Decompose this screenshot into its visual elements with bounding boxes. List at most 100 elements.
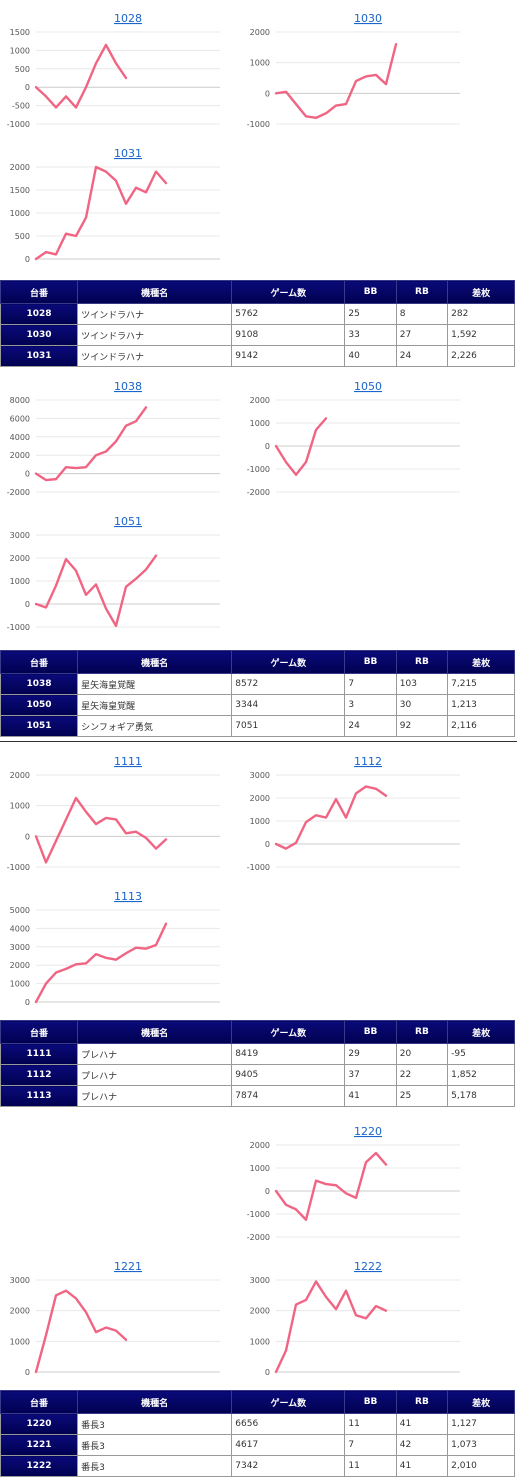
y-tick-label: 0 [265, 840, 270, 849]
chart-1111: 1111 -1000 0 1000 2000 [0, 753, 230, 873]
table-cell: プレハナ [77, 1064, 233, 1086]
series-line [274, 43, 398, 120]
chart-1112: 1112 -1000 0 1000 2000 3000 [240, 753, 470, 873]
y-tick-label: 2000 [250, 28, 270, 37]
table-cell: 24 [395, 345, 449, 367]
table-cell: 24 [344, 715, 397, 737]
column-header: BB [344, 1020, 397, 1044]
column-header: RB [395, 650, 449, 674]
table-cell: 11 [344, 1413, 397, 1435]
y-tick-label: 3000 [10, 943, 30, 952]
column-header: ゲーム数 [231, 280, 346, 304]
chart-title[interactable]: 1113 [114, 890, 142, 903]
table-cell: 1,127 [447, 1413, 515, 1435]
table-row: 1030 ツインドラハナ 9108 33 27 1,592 [0, 324, 515, 346]
table-cell: 7342 [231, 1455, 346, 1477]
y-tick-label: 1000 [10, 577, 30, 586]
y-tick-label: 1000 [10, 980, 30, 989]
series-line [274, 1280, 388, 1374]
chart-1221: 1221 0 1000 2000 3000 [0, 1258, 230, 1378]
table-header-row: 台番 機種名 ゲーム数 BB RB 差枚 [0, 1020, 515, 1044]
y-tick-label: 6000 [10, 414, 30, 423]
table-row: 1051 シンフォギア勇気 7051 24 92 2,116 [0, 715, 515, 737]
chart-title[interactable]: 1051 [114, 515, 142, 528]
chart-title[interactable]: 1038 [114, 380, 142, 393]
y-tick-label: -1000 [7, 120, 30, 129]
chart-title[interactable]: 1030 [354, 12, 382, 25]
table-cell: 22 [395, 1064, 449, 1086]
table-cell: 1,592 [447, 324, 515, 346]
series-line [34, 165, 168, 261]
y-tick-label: 8000 [10, 396, 30, 405]
series-line [34, 554, 158, 628]
table-cell: 6656 [231, 1413, 346, 1435]
series-line [274, 1151, 388, 1221]
y-tick-label: -2000 [7, 488, 30, 497]
column-header: RB [395, 280, 449, 304]
table-cell: 8 [395, 303, 449, 325]
chart-1050: 1050 -2000 -1000 0 1000 2000 [240, 378, 470, 498]
chart-1051: 1051 -1000 0 1000 2000 3000 [0, 513, 230, 633]
column-header: 機種名 [77, 1020, 233, 1044]
table-cell: 5762 [231, 303, 346, 325]
table-cell: 33 [344, 324, 397, 346]
table-cell: プレハナ [77, 1043, 233, 1065]
y-tick-label: 1000 [10, 1337, 30, 1346]
table-cell: 41 [344, 1085, 397, 1107]
table-cell: 11 [344, 1455, 397, 1477]
table-cell: 5,178 [447, 1085, 515, 1107]
series-line [34, 1289, 128, 1374]
table-cell: 2,010 [447, 1455, 515, 1477]
y-tick-label: 1000 [250, 419, 270, 428]
table-cell: 103 [395, 673, 449, 695]
column-header: RB [395, 1020, 449, 1044]
chart-title[interactable]: 1050 [354, 380, 382, 393]
table-cell: 9108 [231, 324, 346, 346]
y-tick-label: 2000 [10, 451, 30, 460]
series-line [34, 406, 148, 482]
chart-title[interactable]: 1220 [354, 1125, 382, 1138]
column-header: 機種名 [77, 650, 233, 674]
chart-title[interactable]: 1031 [114, 147, 142, 160]
y-tick-label: 3000 [10, 531, 30, 540]
table-row: 1038 星矢海皇覚醒 8572 7 103 7,215 [0, 673, 515, 695]
table-cell: 27 [395, 324, 449, 346]
table-cell: 星矢海皇覚醒 [77, 694, 233, 716]
machine-number-cell: 1028 [0, 303, 79, 325]
y-tick-label: 2000 [10, 1307, 30, 1316]
table-cell: 25 [395, 1085, 449, 1107]
column-header: 差枚 [447, 1020, 515, 1044]
y-tick-label: 1500 [10, 186, 30, 195]
column-header: 台番 [0, 650, 79, 674]
table-row: 1222 番長3 7342 11 41 2,010 [0, 1455, 515, 1477]
y-tick-label: 4000 [10, 924, 30, 933]
table-cell: 25 [344, 303, 397, 325]
table-cell: 40 [344, 345, 397, 367]
chart-1222: 1222 0 1000 2000 3000 [240, 1258, 470, 1378]
table-cell: 8572 [231, 673, 346, 695]
y-tick-label: 500 [15, 65, 30, 74]
y-tick-label: 2000 [250, 1141, 270, 1150]
chart-title[interactable]: 1221 [114, 1260, 142, 1273]
column-header: 差枚 [447, 650, 515, 674]
table-cell: 7051 [231, 715, 346, 737]
table-cell: 20 [395, 1043, 449, 1065]
y-tick-label: -2000 [247, 1233, 270, 1242]
chart-title[interactable]: 1222 [354, 1260, 382, 1273]
column-header: ゲーム数 [231, 1390, 346, 1414]
table-row: 1221 番長3 4617 7 42 1,073 [0, 1434, 515, 1456]
chart-title[interactable]: 1111 [114, 755, 142, 768]
machine-number-cell: 1222 [0, 1455, 79, 1477]
column-header: ゲーム数 [231, 650, 346, 674]
chart-title[interactable]: 1112 [354, 755, 382, 768]
chart-title[interactable]: 1028 [114, 12, 142, 25]
column-header: BB [344, 280, 397, 304]
table-header-row: 台番 機種名 ゲーム数 BB RB 差枚 [0, 280, 515, 304]
table-cell: 37 [344, 1064, 397, 1086]
chart-1028: 1028 -1000 -500 0 500 1000 1500 [0, 10, 230, 130]
y-tick-label: 0 [25, 1368, 30, 1377]
section-divider [0, 741, 517, 742]
table-cell: 4617 [231, 1434, 346, 1456]
y-tick-label: 2000 [250, 1307, 270, 1316]
table-row: 1111 プレハナ 8419 29 20 -95 [0, 1043, 515, 1065]
